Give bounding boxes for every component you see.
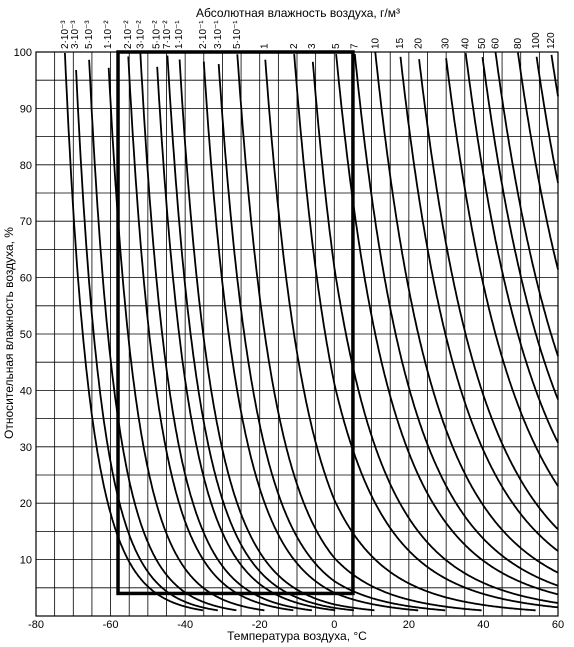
humidity-curve xyxy=(139,53,312,612)
plot-frame xyxy=(35,51,559,617)
curve-label: 50 xyxy=(477,37,488,49)
humidity-curve xyxy=(178,59,375,612)
humidity-curve xyxy=(311,61,559,604)
curve-label: 80 xyxy=(513,37,524,49)
curve-label: 2·10⁻² xyxy=(123,20,134,49)
curve-label: 40 xyxy=(461,37,472,49)
humidity-curve xyxy=(418,59,559,531)
grid xyxy=(35,52,559,616)
curve-labels: 2·10⁻³ 3·10⁻³ 5·10⁻³ 1·10⁻² 2·10⁻² 3·10⁻² 5·10… xyxy=(60,20,557,49)
x-tick-label: -20 xyxy=(252,619,268,631)
humidity-curve xyxy=(481,56,559,400)
humidity-curve xyxy=(64,52,203,612)
humidity-curve xyxy=(88,59,237,612)
y-tick-label: 80 xyxy=(20,160,32,172)
curve-label: 10 xyxy=(370,37,381,49)
curve-label: 1·10⁻² xyxy=(103,20,114,49)
curve-label: 100 xyxy=(531,32,542,49)
x-axis-label: Температура воздуха, °C xyxy=(227,629,367,643)
curve-label: 2·10⁻³ xyxy=(60,20,71,49)
humidity-curve xyxy=(75,69,218,612)
humidity-curve xyxy=(107,67,265,612)
curve-label: 3·10⁻¹ xyxy=(213,20,224,49)
x-tick-label: 20 xyxy=(403,619,415,631)
humidity-curve xyxy=(399,56,559,552)
x-axis-ticks: -80 -60 -40 -20 0 20 40 60 xyxy=(28,619,564,631)
curve-label: 3·10⁻³ xyxy=(70,20,81,49)
chart-title: Абсолютная влажность воздуха, г/м³ xyxy=(196,6,400,20)
region-frame xyxy=(116,50,355,596)
curve-label: 1 xyxy=(260,43,271,49)
x-tick-label: 60 xyxy=(552,619,564,631)
x-tick-label: -60 xyxy=(103,619,119,631)
x-tick-label: 40 xyxy=(477,619,489,631)
y-axis-ticks: 10 20 30 40 50 60 70 80 90 100 xyxy=(14,47,32,567)
curve-label: 2 xyxy=(289,43,300,49)
humidity-curve xyxy=(236,54,482,612)
curve-label: 5·10⁻³ xyxy=(84,20,95,49)
humidity-curve xyxy=(217,64,446,612)
y-tick-label: 20 xyxy=(20,498,32,510)
curve-label: 15 xyxy=(395,37,406,49)
highlighted-region xyxy=(116,50,355,596)
y-axis-label: Относительная влажность воздуха, % xyxy=(2,227,16,439)
y-tick-label: 10 xyxy=(20,555,32,567)
curve-label: 3 xyxy=(307,43,318,49)
humidity-curve xyxy=(264,59,536,612)
humidity-curve xyxy=(464,52,559,444)
humidity-curve xyxy=(517,52,559,270)
curve-label: 5 xyxy=(331,43,342,49)
humidity-curve xyxy=(166,55,354,612)
humidity-curve xyxy=(374,52,559,574)
humidity-curve xyxy=(353,53,559,587)
x-tick-label: -80 xyxy=(28,619,44,631)
humidity-curve xyxy=(202,61,419,612)
humidity-curve xyxy=(127,56,294,612)
y-tick-label: 40 xyxy=(20,385,32,397)
curve-label: 30 xyxy=(440,37,451,49)
curve-label: 60 xyxy=(491,37,502,49)
curve-label: 7 xyxy=(350,43,361,49)
x-tick-label: 0 xyxy=(331,619,337,631)
humidity-curve xyxy=(535,56,559,184)
humidity-curve xyxy=(494,52,559,357)
curve-label: 20 xyxy=(413,37,424,49)
humidity-curve xyxy=(293,54,559,609)
curve-label: 2·10⁻¹ xyxy=(198,20,209,49)
y-tick-label: 60 xyxy=(20,273,32,285)
x-tick-label: -40 xyxy=(177,619,193,631)
curve-label: 120 xyxy=(546,32,557,49)
curve-label: 3·10⁻² xyxy=(135,20,146,49)
y-tick-label: 50 xyxy=(20,329,32,341)
humidity-curves xyxy=(64,52,559,612)
y-tick-label: 70 xyxy=(20,216,32,228)
humidity-curve xyxy=(156,66,336,612)
humidity-curve xyxy=(445,58,559,487)
curve-label: 5·10⁻² xyxy=(151,20,162,49)
curve-label: 1·10⁻¹ xyxy=(174,20,185,49)
y-tick-label: 90 xyxy=(20,103,32,115)
y-tick-label: 100 xyxy=(14,47,32,59)
y-tick-label: 30 xyxy=(20,442,32,454)
curve-label: 7·10⁻² xyxy=(162,20,173,49)
humidity-curve xyxy=(550,54,559,97)
humidity-curve xyxy=(335,54,559,596)
curve-label: 5·10⁻¹ xyxy=(232,20,243,49)
